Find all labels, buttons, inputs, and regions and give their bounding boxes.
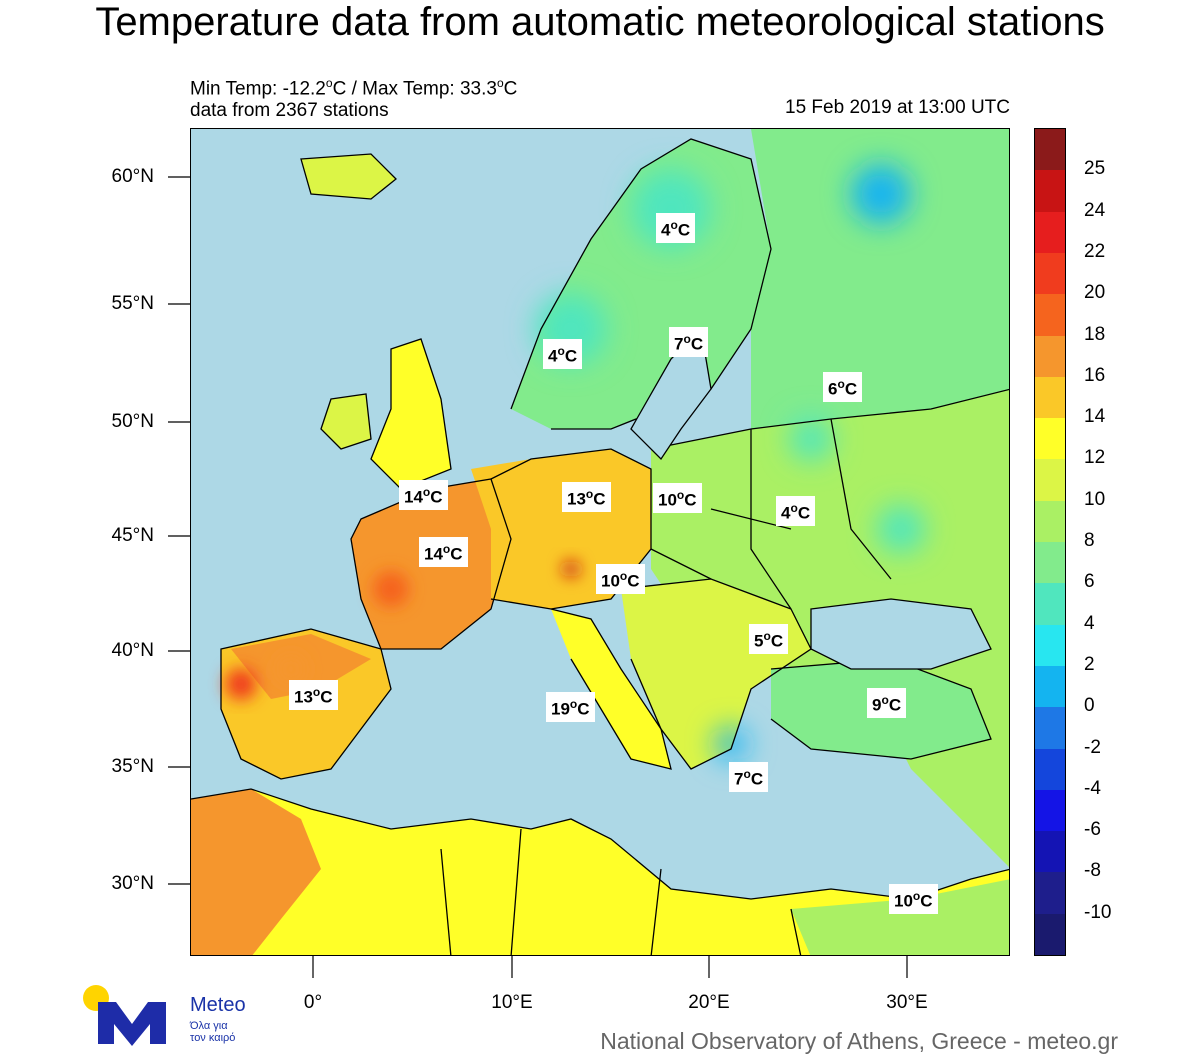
colorbar-label: 0 xyxy=(1084,695,1095,717)
colorbar-segment xyxy=(1035,335,1065,378)
temp-label: 10oC xyxy=(653,483,702,513)
colorbar-segment xyxy=(1035,294,1065,336)
lon-label: 10°E xyxy=(491,992,533,1013)
black-sea xyxy=(810,598,992,670)
colorbar-label: 18 xyxy=(1084,323,1106,345)
lon-label: 20°E xyxy=(688,992,730,1013)
colorbar-label: 2 xyxy=(1084,653,1095,675)
temp-label: 13oC xyxy=(562,482,611,512)
colorbar-label: -4 xyxy=(1084,777,1101,799)
colorbar-segment xyxy=(1035,913,1065,956)
colorbar-segment xyxy=(1035,129,1065,171)
temp-label: 4oC xyxy=(543,339,583,369)
temp-label: 13oC xyxy=(289,680,338,710)
colorbar-label: 8 xyxy=(1084,530,1095,551)
colorbar-label: -8 xyxy=(1084,860,1101,882)
colorbar-label: 22 xyxy=(1084,240,1106,262)
minmax-text: Min Temp: -12.2oC / Max Temp: 33.3oC xyxy=(190,76,518,100)
colorbar-label: 25 xyxy=(1084,158,1106,180)
logo-tagline: Όλα για τον καιρό xyxy=(190,1020,236,1044)
colorbar-segment xyxy=(1035,707,1065,749)
colorbar-segment xyxy=(1035,583,1065,626)
colorbar-label: -6 xyxy=(1084,819,1101,841)
footer-credit: National Observatory of Athens, Greece -… xyxy=(600,1028,1118,1054)
colorbar-segment xyxy=(1035,789,1065,832)
lon-label: 0° xyxy=(303,992,323,1013)
colorbar-segment xyxy=(1035,252,1065,295)
lat-label: 45°N xyxy=(111,525,154,546)
colorbar-segment xyxy=(1035,624,1065,667)
lat-label: 60°N xyxy=(111,166,154,187)
colorbar-segment xyxy=(1035,211,1065,254)
lon-label: 30°E xyxy=(886,992,928,1013)
temp-label: 7oC xyxy=(669,327,709,357)
temp-label: 10oC xyxy=(889,884,938,914)
colorbar-label: 24 xyxy=(1084,199,1106,221)
colorbar-segment xyxy=(1035,418,1065,460)
info-block: Min Temp: -12.2oC / Max Temp: 33.3oC dat… xyxy=(190,72,517,122)
colorbar-label: 4 xyxy=(1084,612,1095,634)
temp-label: 6oC xyxy=(823,372,863,402)
colorbar-label: 20 xyxy=(1084,282,1106,304)
datetime-text: 15 Feb 2019 at 13:00 UTC xyxy=(785,97,1010,118)
temp-label: 14oC xyxy=(419,537,468,567)
colorbar-segment xyxy=(1035,170,1065,213)
colorbar-segment xyxy=(1035,459,1065,502)
colorbar-label: -2 xyxy=(1084,736,1101,758)
colorbar-label: -10 xyxy=(1084,901,1112,923)
map-graphic xyxy=(191,129,1009,955)
colorbar-segment xyxy=(1035,831,1065,873)
colorbar-segment xyxy=(1035,872,1065,915)
colorbar-segment xyxy=(1035,665,1065,708)
colorbar-label: 12 xyxy=(1084,447,1106,469)
temp-label: 7oC xyxy=(729,762,769,792)
temp-label: 19oC xyxy=(546,692,595,722)
colorbar-segment xyxy=(1035,748,1065,791)
lat-label: 35°N xyxy=(111,756,154,777)
temp-label: 4oC xyxy=(776,496,816,526)
temp-label: 4oC xyxy=(656,213,696,243)
baltic-sea xyxy=(630,327,712,461)
lat-label: 40°N xyxy=(111,640,154,661)
colorbar-label: 6 xyxy=(1084,571,1095,593)
stations-text: data from 2367 stations xyxy=(190,100,389,122)
colorbar xyxy=(1034,128,1066,956)
colorbar-segment xyxy=(1035,500,1065,543)
lat-label: 50°N xyxy=(111,411,154,432)
lat-label: 55°N xyxy=(111,293,154,314)
map-title: Temperature data from automatic meteorol… xyxy=(95,0,1105,44)
temp-label: 9oC xyxy=(867,688,907,718)
colorbar-label: 10 xyxy=(1084,488,1106,510)
meteo-logo-icon xyxy=(83,985,166,1046)
colorbar-label: 16 xyxy=(1084,364,1106,386)
lat-label: 30°N xyxy=(111,873,154,894)
temp-label: 10oC xyxy=(596,564,645,594)
colorbar-segment xyxy=(1035,542,1065,584)
temperature-map[interactable]: 4oC 7oC 4oC 6oC 14oC 13oC 10oC 4oC 14oC … xyxy=(190,128,1010,956)
colorbar-segment xyxy=(1035,376,1065,419)
logo-name: Meteo xyxy=(190,994,246,1016)
temp-label: 14oC xyxy=(399,480,448,510)
colorbar-label: 14 xyxy=(1084,406,1106,428)
temp-label: 5oC xyxy=(749,624,789,654)
